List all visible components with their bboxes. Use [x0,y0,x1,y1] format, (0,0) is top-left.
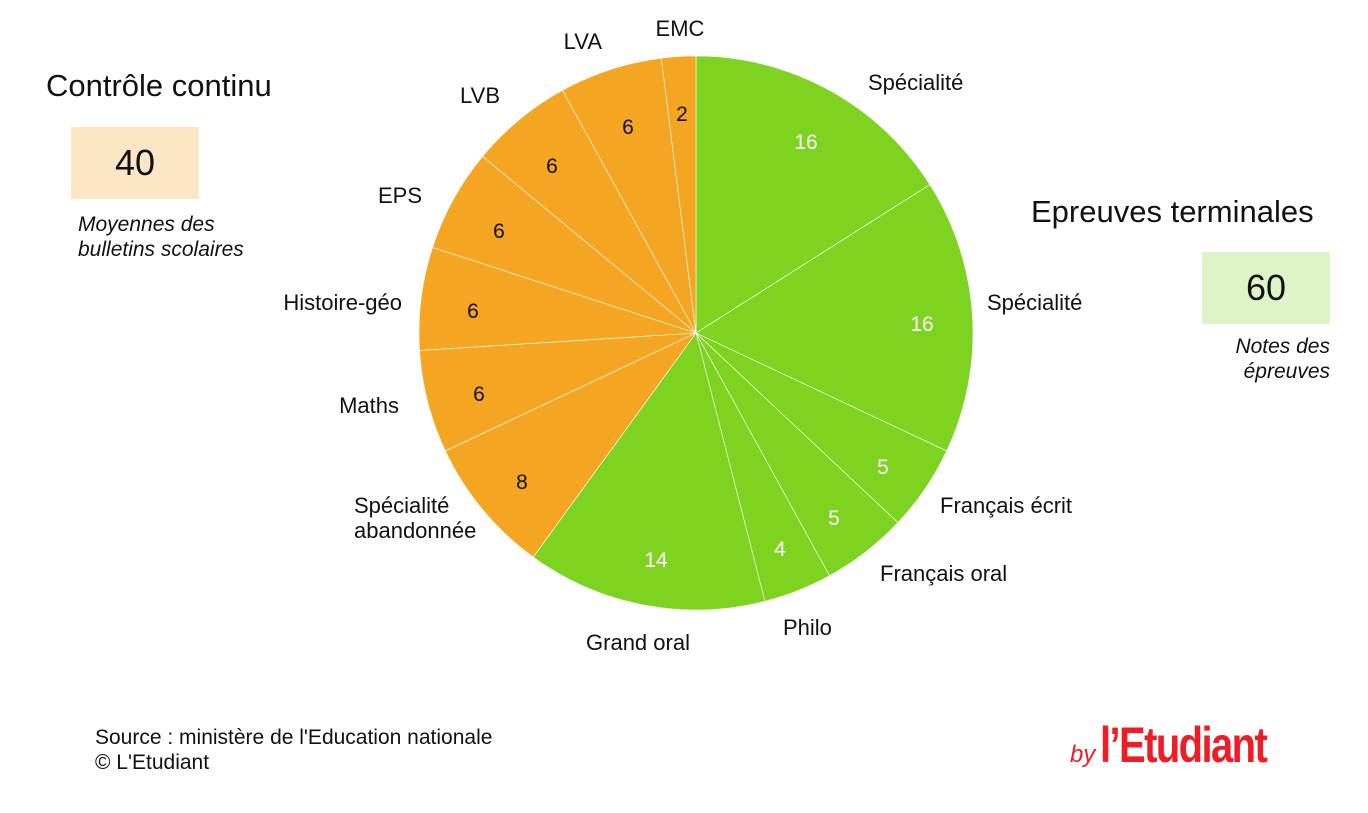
slice-category-label: Français écrit [940,493,1072,518]
epreuves-terminales-value: 60 [1202,252,1330,324]
source: Source : ministère de l'Education nation… [95,725,492,775]
title-text: Contrôle continu [46,68,272,103]
slice-category-label: Spécialité [868,70,963,95]
slice-category-label: LVA [564,29,603,54]
controle-continu-title: Contrôle continu [46,68,272,108]
epreuves-terminales-note: Notes des épreuves [1235,334,1330,384]
slice-category-label: Français oral [880,561,1007,586]
note-line: Moyennes des [78,213,215,236]
slice-value-label: 5 [828,507,840,530]
note-line: Notes des [1235,335,1330,358]
slice-value-label: 8 [516,471,528,494]
slice-value-label: 6 [467,300,479,323]
slice-value-label: 6 [546,155,558,178]
slice-category-label: LVB [460,83,500,108]
pie-slice [660,55,697,334]
controle-continu-note: Moyennes des bulletins scolaires [78,212,244,262]
logo-name: l’Etudiant [1099,717,1268,773]
controle-continu-value: 40 [71,127,199,199]
slice-value-label: 14 [644,549,668,572]
note-line: épreuves [1243,360,1330,383]
epreuves-terminales-title: Epreuves terminales [1031,194,1314,234]
slice-value-label: 6 [622,116,634,139]
letudiant-logo: by l’Etudiant [1070,716,1308,774]
pie-slice [695,55,931,334]
slice-value-label: 5 [877,456,889,479]
slice-category-label: EMC [656,16,705,41]
source-line: Source : ministère de l'Education nation… [95,726,493,749]
slice-category-label: Spécialité [987,290,1082,315]
note-line: bulletins scolaires [78,238,244,261]
pie-slice [695,184,974,452]
pie-slice [532,332,766,611]
slice-value-label: 6 [473,383,485,406]
slice-category-label: Maths [339,393,399,418]
slice-value-label: 2 [676,103,688,126]
slice-category-label: Histoire-géo [283,290,402,315]
slice-category-label: EPS [378,183,422,208]
slice-value-label: 16 [794,131,817,154]
pie-slice [444,332,697,558]
slice-category-label: Spécialité abandonnée [354,493,476,543]
slice-value-label: 16 [910,313,933,336]
slice-value-label: 6 [493,220,505,243]
slice-category-label: Philo [783,615,832,640]
slice-category-label: Grand oral [586,630,690,655]
copyright-line: © L'Etudiant [95,751,210,774]
slice-value-label: 4 [774,538,786,561]
title-text: Epreuves terminales [1031,194,1314,229]
logo-by: by [1070,741,1096,768]
